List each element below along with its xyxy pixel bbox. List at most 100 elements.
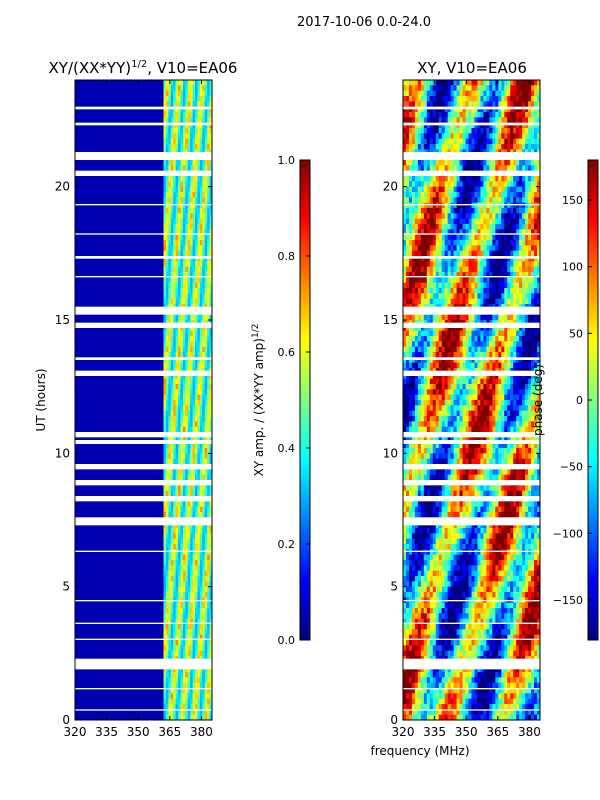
phase-cell [450, 213, 455, 220]
phase-cell [468, 346, 472, 353]
amp-cell [204, 538, 208, 545]
amp-cell [173, 266, 177, 273]
phase-cell [444, 240, 449, 246]
phase-cell [477, 133, 481, 140]
amp-cell [165, 266, 169, 273]
phase-cell [516, 282, 520, 289]
phase-cell [486, 277, 490, 284]
amp-cell [204, 272, 208, 278]
amp-cell [192, 458, 196, 465]
phase-cell [498, 325, 502, 332]
amp-cell [168, 629, 172, 636]
amp-cell [197, 277, 201, 284]
phase-cell [510, 213, 514, 220]
amp-cell [195, 629, 198, 636]
phase-cell [537, 181, 541, 188]
amp-cell [180, 554, 184, 561]
phase-cell [513, 357, 517, 364]
amp-cell [182, 282, 186, 289]
amp-cell [168, 565, 172, 572]
amp-cell [168, 176, 172, 182]
phase-cell [438, 224, 443, 230]
amp-cell [180, 682, 184, 689]
amp-cell [163, 272, 167, 278]
amp-cell [192, 80, 196, 86]
amp-cell [163, 373, 167, 380]
amp-cell [207, 533, 210, 540]
phase-cell [411, 245, 416, 252]
amp-cell [195, 576, 198, 582]
phase-cell [480, 197, 484, 204]
phase-cell [480, 341, 484, 348]
phase-cell [462, 197, 466, 204]
phase-cell [507, 80, 511, 86]
phase-cell [403, 128, 407, 134]
amp-cell [168, 448, 172, 454]
amp-cell [197, 106, 201, 113]
phase-cell [459, 357, 463, 364]
amp-cell [187, 224, 191, 230]
phase-cell [492, 90, 496, 97]
amp-cell [170, 405, 174, 412]
phase-cell [471, 202, 475, 209]
phase-cell [429, 330, 434, 337]
phase-cell [438, 234, 443, 241]
amp-cell [195, 266, 198, 273]
phase-cell [441, 330, 446, 337]
phase-cell [513, 128, 517, 134]
amp-cell [207, 544, 210, 550]
amp-cell [204, 645, 208, 652]
amp-cell [209, 592, 213, 598]
amp-cell [209, 112, 213, 118]
phase-cell [522, 186, 526, 193]
amp-cell [207, 490, 210, 497]
amp-cell [204, 293, 208, 300]
amp-cell [168, 85, 172, 92]
phase-cell [498, 282, 502, 289]
phase-cell [531, 192, 535, 198]
amp-cell [209, 80, 213, 86]
amp-cell [199, 709, 203, 716]
phase-cell [534, 176, 538, 182]
phase-cell [429, 90, 434, 97]
amp-cell [204, 410, 208, 417]
phase-cell [426, 240, 431, 246]
amp-cell [182, 325, 186, 332]
phase-cell [489, 133, 493, 140]
phase-cell [403, 106, 407, 113]
phase-cell [489, 112, 493, 118]
amp-cell [192, 117, 196, 124]
phase-cell [486, 176, 490, 182]
amp-cell [190, 122, 194, 129]
amp-cell [187, 352, 191, 358]
amp-cell [178, 592, 181, 598]
amp-cell [168, 357, 172, 364]
phase-cell [435, 325, 440, 332]
amp-cell [170, 581, 174, 588]
phase-cell [489, 288, 493, 294]
amp-cell [170, 613, 174, 620]
amp-cell [180, 106, 184, 113]
amp-cell [170, 373, 174, 380]
amp-cell [175, 469, 179, 476]
phase-cell [435, 341, 440, 348]
amp-cell [170, 186, 174, 193]
phase-cell [474, 218, 478, 225]
amp-cell [185, 330, 189, 337]
amp-cell [197, 586, 201, 593]
amp-cell [185, 704, 189, 710]
phase-cell [450, 224, 455, 230]
amp-cell [178, 490, 181, 497]
amp-cell [168, 485, 172, 492]
phase-cell [408, 80, 413, 86]
amp-cell [170, 272, 174, 278]
phase-cell [465, 85, 469, 92]
phase-cell [507, 250, 511, 257]
phase-cell [411, 352, 416, 358]
phase-cell [477, 197, 481, 204]
amp-cell [199, 176, 203, 182]
amp-cell [195, 96, 198, 102]
amp-cell [182, 218, 186, 225]
phase-cell [531, 293, 535, 300]
amp-cell [190, 277, 194, 284]
